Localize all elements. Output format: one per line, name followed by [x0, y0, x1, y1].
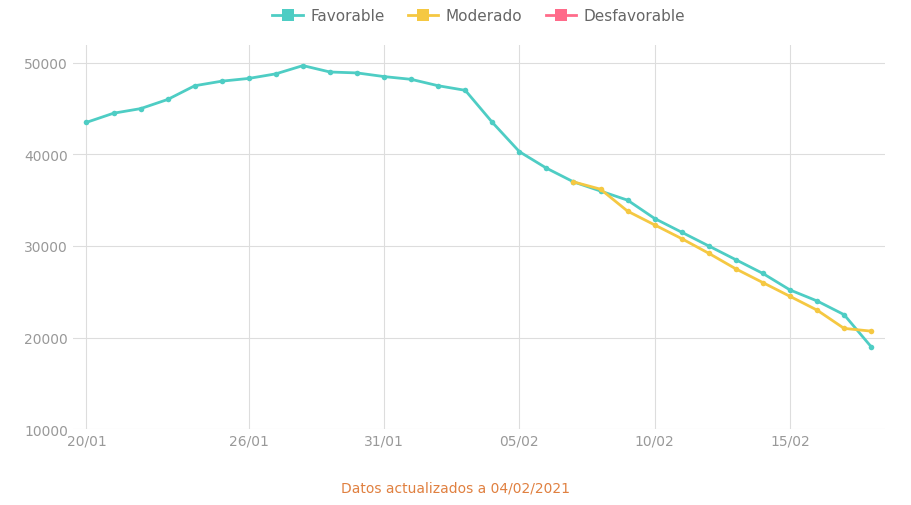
- Legend: Favorable, Moderado, Desfavorable: Favorable, Moderado, Desfavorable: [266, 3, 691, 30]
- Text: Datos actualizados a 04/02/2021: Datos actualizados a 04/02/2021: [341, 481, 570, 495]
